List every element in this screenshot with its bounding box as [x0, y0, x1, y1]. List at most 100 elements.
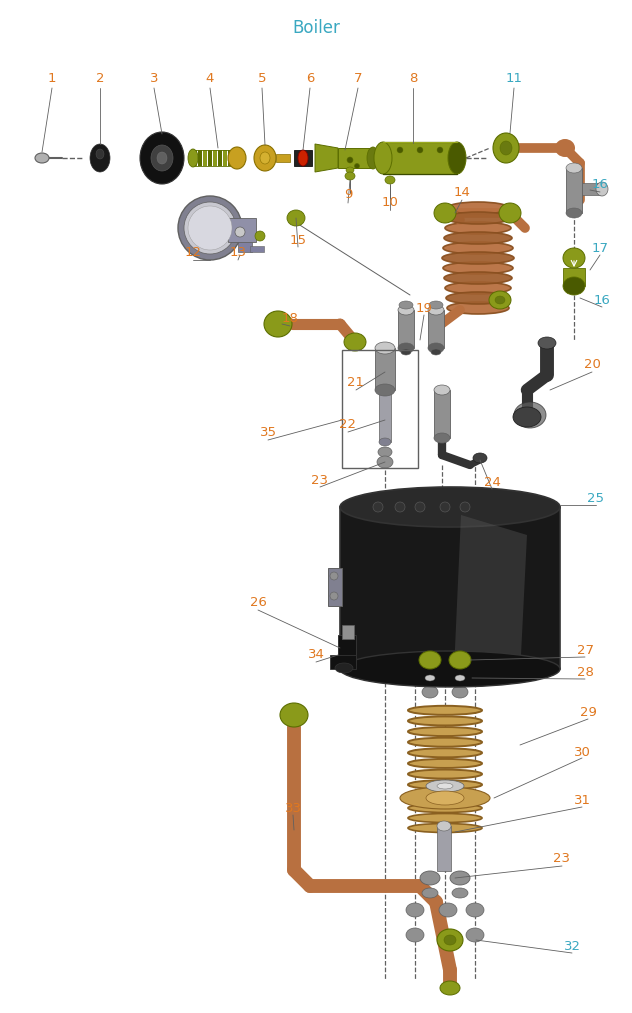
Ellipse shape: [254, 145, 276, 171]
Ellipse shape: [408, 813, 482, 823]
Bar: [437, 826, 451, 871]
Text: 8: 8: [409, 72, 417, 84]
Ellipse shape: [406, 928, 424, 942]
Bar: [198, 150, 202, 166]
Ellipse shape: [444, 272, 512, 284]
Text: 15: 15: [289, 234, 307, 246]
Ellipse shape: [377, 456, 393, 468]
Bar: [294, 150, 312, 166]
Text: 11: 11: [506, 72, 523, 84]
Ellipse shape: [437, 929, 463, 951]
Ellipse shape: [340, 487, 560, 527]
Ellipse shape: [443, 242, 513, 254]
Ellipse shape: [447, 302, 509, 314]
Ellipse shape: [287, 210, 305, 226]
Ellipse shape: [398, 305, 414, 315]
Text: 28: 28: [576, 666, 593, 679]
Ellipse shape: [35, 153, 49, 163]
Bar: [193, 150, 197, 166]
Circle shape: [440, 502, 450, 512]
Bar: [563, 268, 585, 286]
Bar: [238, 242, 252, 252]
Ellipse shape: [448, 142, 466, 174]
Ellipse shape: [500, 141, 512, 155]
Ellipse shape: [408, 824, 482, 833]
Text: 26: 26: [250, 596, 267, 609]
Polygon shape: [315, 144, 338, 172]
Ellipse shape: [335, 663, 353, 673]
Text: 13: 13: [229, 245, 246, 258]
Ellipse shape: [399, 301, 413, 309]
Text: 33: 33: [284, 801, 301, 814]
Bar: [338, 148, 373, 168]
Ellipse shape: [140, 132, 184, 184]
Ellipse shape: [408, 803, 482, 812]
Ellipse shape: [375, 342, 395, 354]
Ellipse shape: [408, 749, 482, 758]
Ellipse shape: [450, 871, 470, 885]
Ellipse shape: [449, 651, 471, 669]
Text: 6: 6: [306, 72, 314, 84]
Text: 23: 23: [312, 473, 329, 486]
Bar: [383, 142, 457, 174]
Ellipse shape: [563, 248, 585, 268]
Text: 18: 18: [282, 312, 298, 324]
Ellipse shape: [555, 139, 575, 157]
Bar: [250, 246, 264, 252]
Ellipse shape: [446, 212, 510, 224]
Text: 19: 19: [416, 302, 432, 314]
Bar: [228, 218, 256, 242]
Ellipse shape: [431, 349, 441, 355]
Text: 34: 34: [308, 648, 324, 661]
Ellipse shape: [426, 780, 464, 792]
Ellipse shape: [418, 672, 442, 684]
Circle shape: [330, 592, 338, 600]
Ellipse shape: [429, 301, 443, 309]
Text: 12: 12: [185, 245, 202, 258]
Ellipse shape: [157, 152, 167, 164]
Text: 2: 2: [96, 72, 104, 84]
Bar: [342, 350, 418, 468]
Ellipse shape: [280, 703, 308, 727]
Ellipse shape: [378, 447, 392, 457]
Ellipse shape: [379, 438, 391, 446]
Bar: [228, 150, 232, 166]
Bar: [328, 568, 342, 606]
Text: 1: 1: [48, 72, 56, 84]
Bar: [340, 506, 560, 669]
Ellipse shape: [566, 163, 582, 173]
Ellipse shape: [426, 791, 464, 805]
Bar: [398, 310, 414, 348]
Bar: [428, 310, 444, 348]
Text: 3: 3: [150, 72, 158, 84]
Text: 32: 32: [564, 939, 581, 952]
Ellipse shape: [184, 202, 236, 254]
Ellipse shape: [374, 142, 392, 174]
Ellipse shape: [466, 903, 484, 917]
Ellipse shape: [514, 402, 546, 428]
Ellipse shape: [419, 651, 441, 669]
Circle shape: [437, 147, 443, 153]
Circle shape: [415, 502, 425, 512]
Circle shape: [417, 147, 423, 153]
Ellipse shape: [428, 305, 444, 315]
Ellipse shape: [445, 222, 511, 234]
Ellipse shape: [260, 152, 270, 164]
Ellipse shape: [298, 150, 308, 166]
Ellipse shape: [367, 147, 379, 169]
Ellipse shape: [439, 903, 457, 917]
Ellipse shape: [406, 903, 424, 917]
Text: 30: 30: [574, 746, 590, 759]
Bar: [330, 655, 356, 669]
Text: 17: 17: [592, 241, 609, 254]
Bar: [342, 625, 354, 639]
Bar: [338, 635, 356, 665]
Ellipse shape: [442, 252, 514, 264]
Ellipse shape: [151, 145, 173, 171]
Text: 23: 23: [554, 852, 571, 864]
Text: 25: 25: [588, 491, 604, 504]
Text: 4: 4: [206, 72, 214, 84]
Ellipse shape: [401, 349, 411, 355]
Text: 20: 20: [583, 359, 600, 372]
Ellipse shape: [408, 716, 482, 725]
